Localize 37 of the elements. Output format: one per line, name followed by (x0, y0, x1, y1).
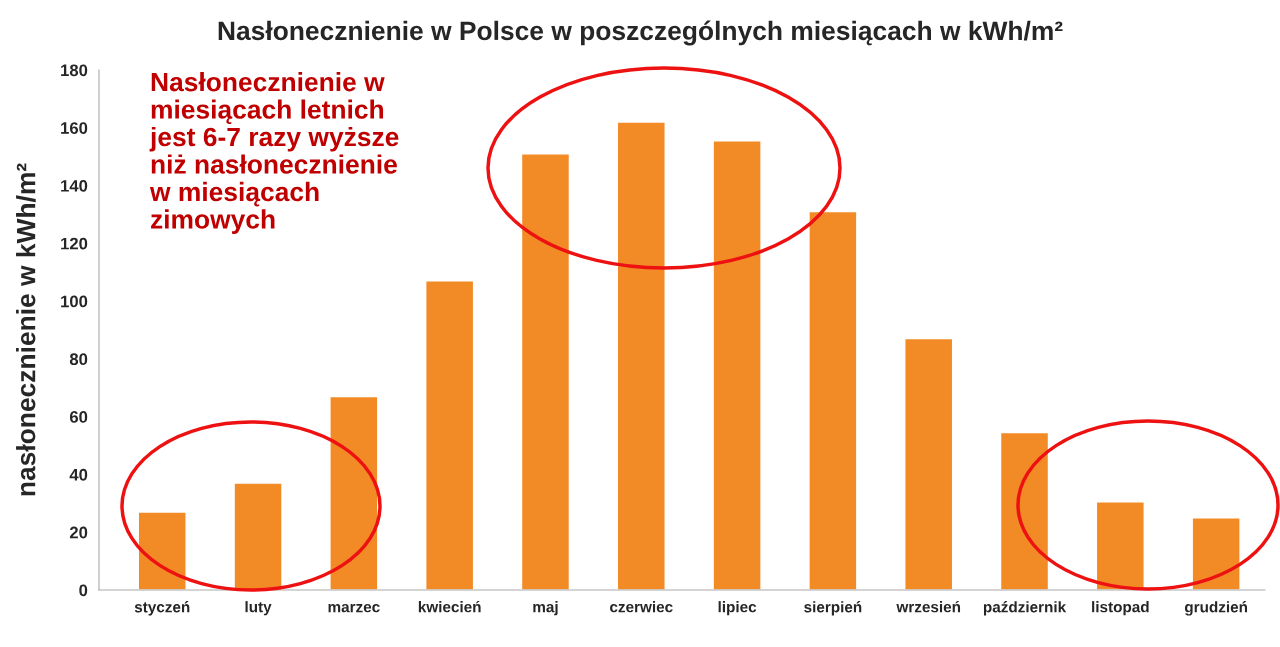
x-tick-label: październik (983, 601, 1067, 616)
x-tick-label: grudzień (1184, 601, 1248, 616)
y-tick-label: 100 (61, 295, 88, 308)
x-tick-label: styczeń (134, 601, 190, 616)
bar (425, 280, 475, 590)
bar (1095, 501, 1145, 590)
x-tick-label: lipiec (718, 601, 757, 616)
bar (329, 395, 379, 590)
y-tick-label: 0 (79, 584, 88, 597)
x-tick-label: sierpień (804, 601, 862, 616)
annotation: Nasłonecznienie w miesiącach letnich jest 6-7 razy wyższe niż nasłonecznienie w miesiącach zimowych (149, 72, 399, 234)
y-axis-title: nasłonecznienie w kWh/m² (16, 163, 36, 496)
y-tick-label: 160 (61, 122, 88, 134)
chart-title: Nasłonecznienie w Polsce w poszczególnych miesiącach w kWh/m² (218, 20, 1063, 46)
x-tick-label: czerwiec (610, 601, 673, 613)
y-tick-label: 120 (61, 237, 88, 250)
bar (904, 337, 954, 590)
bar (233, 482, 283, 590)
x-tick-label: maj (533, 601, 558, 616)
x-tick-label: marzec (328, 603, 380, 613)
y-tick-label: 20 (69, 526, 88, 539)
x-tick-label: listopad (1092, 601, 1149, 616)
bar (808, 210, 858, 590)
y-tick-label: 60 (69, 411, 88, 423)
x-tick-label: kwiecień (418, 600, 481, 613)
bar (616, 121, 666, 590)
y-tick-label: 40 (69, 468, 88, 481)
x-tick-label: wrzesień (896, 600, 961, 613)
y-tick-label: 140 (61, 179, 88, 192)
bar (999, 431, 1050, 590)
bar (712, 140, 762, 590)
bar (137, 511, 187, 590)
bar (520, 153, 571, 590)
x-tick-label: luty (245, 601, 272, 616)
y-tick-label: 180 (61, 64, 88, 77)
y-tick-label: 80 (69, 353, 88, 366)
bar (1191, 517, 1241, 590)
